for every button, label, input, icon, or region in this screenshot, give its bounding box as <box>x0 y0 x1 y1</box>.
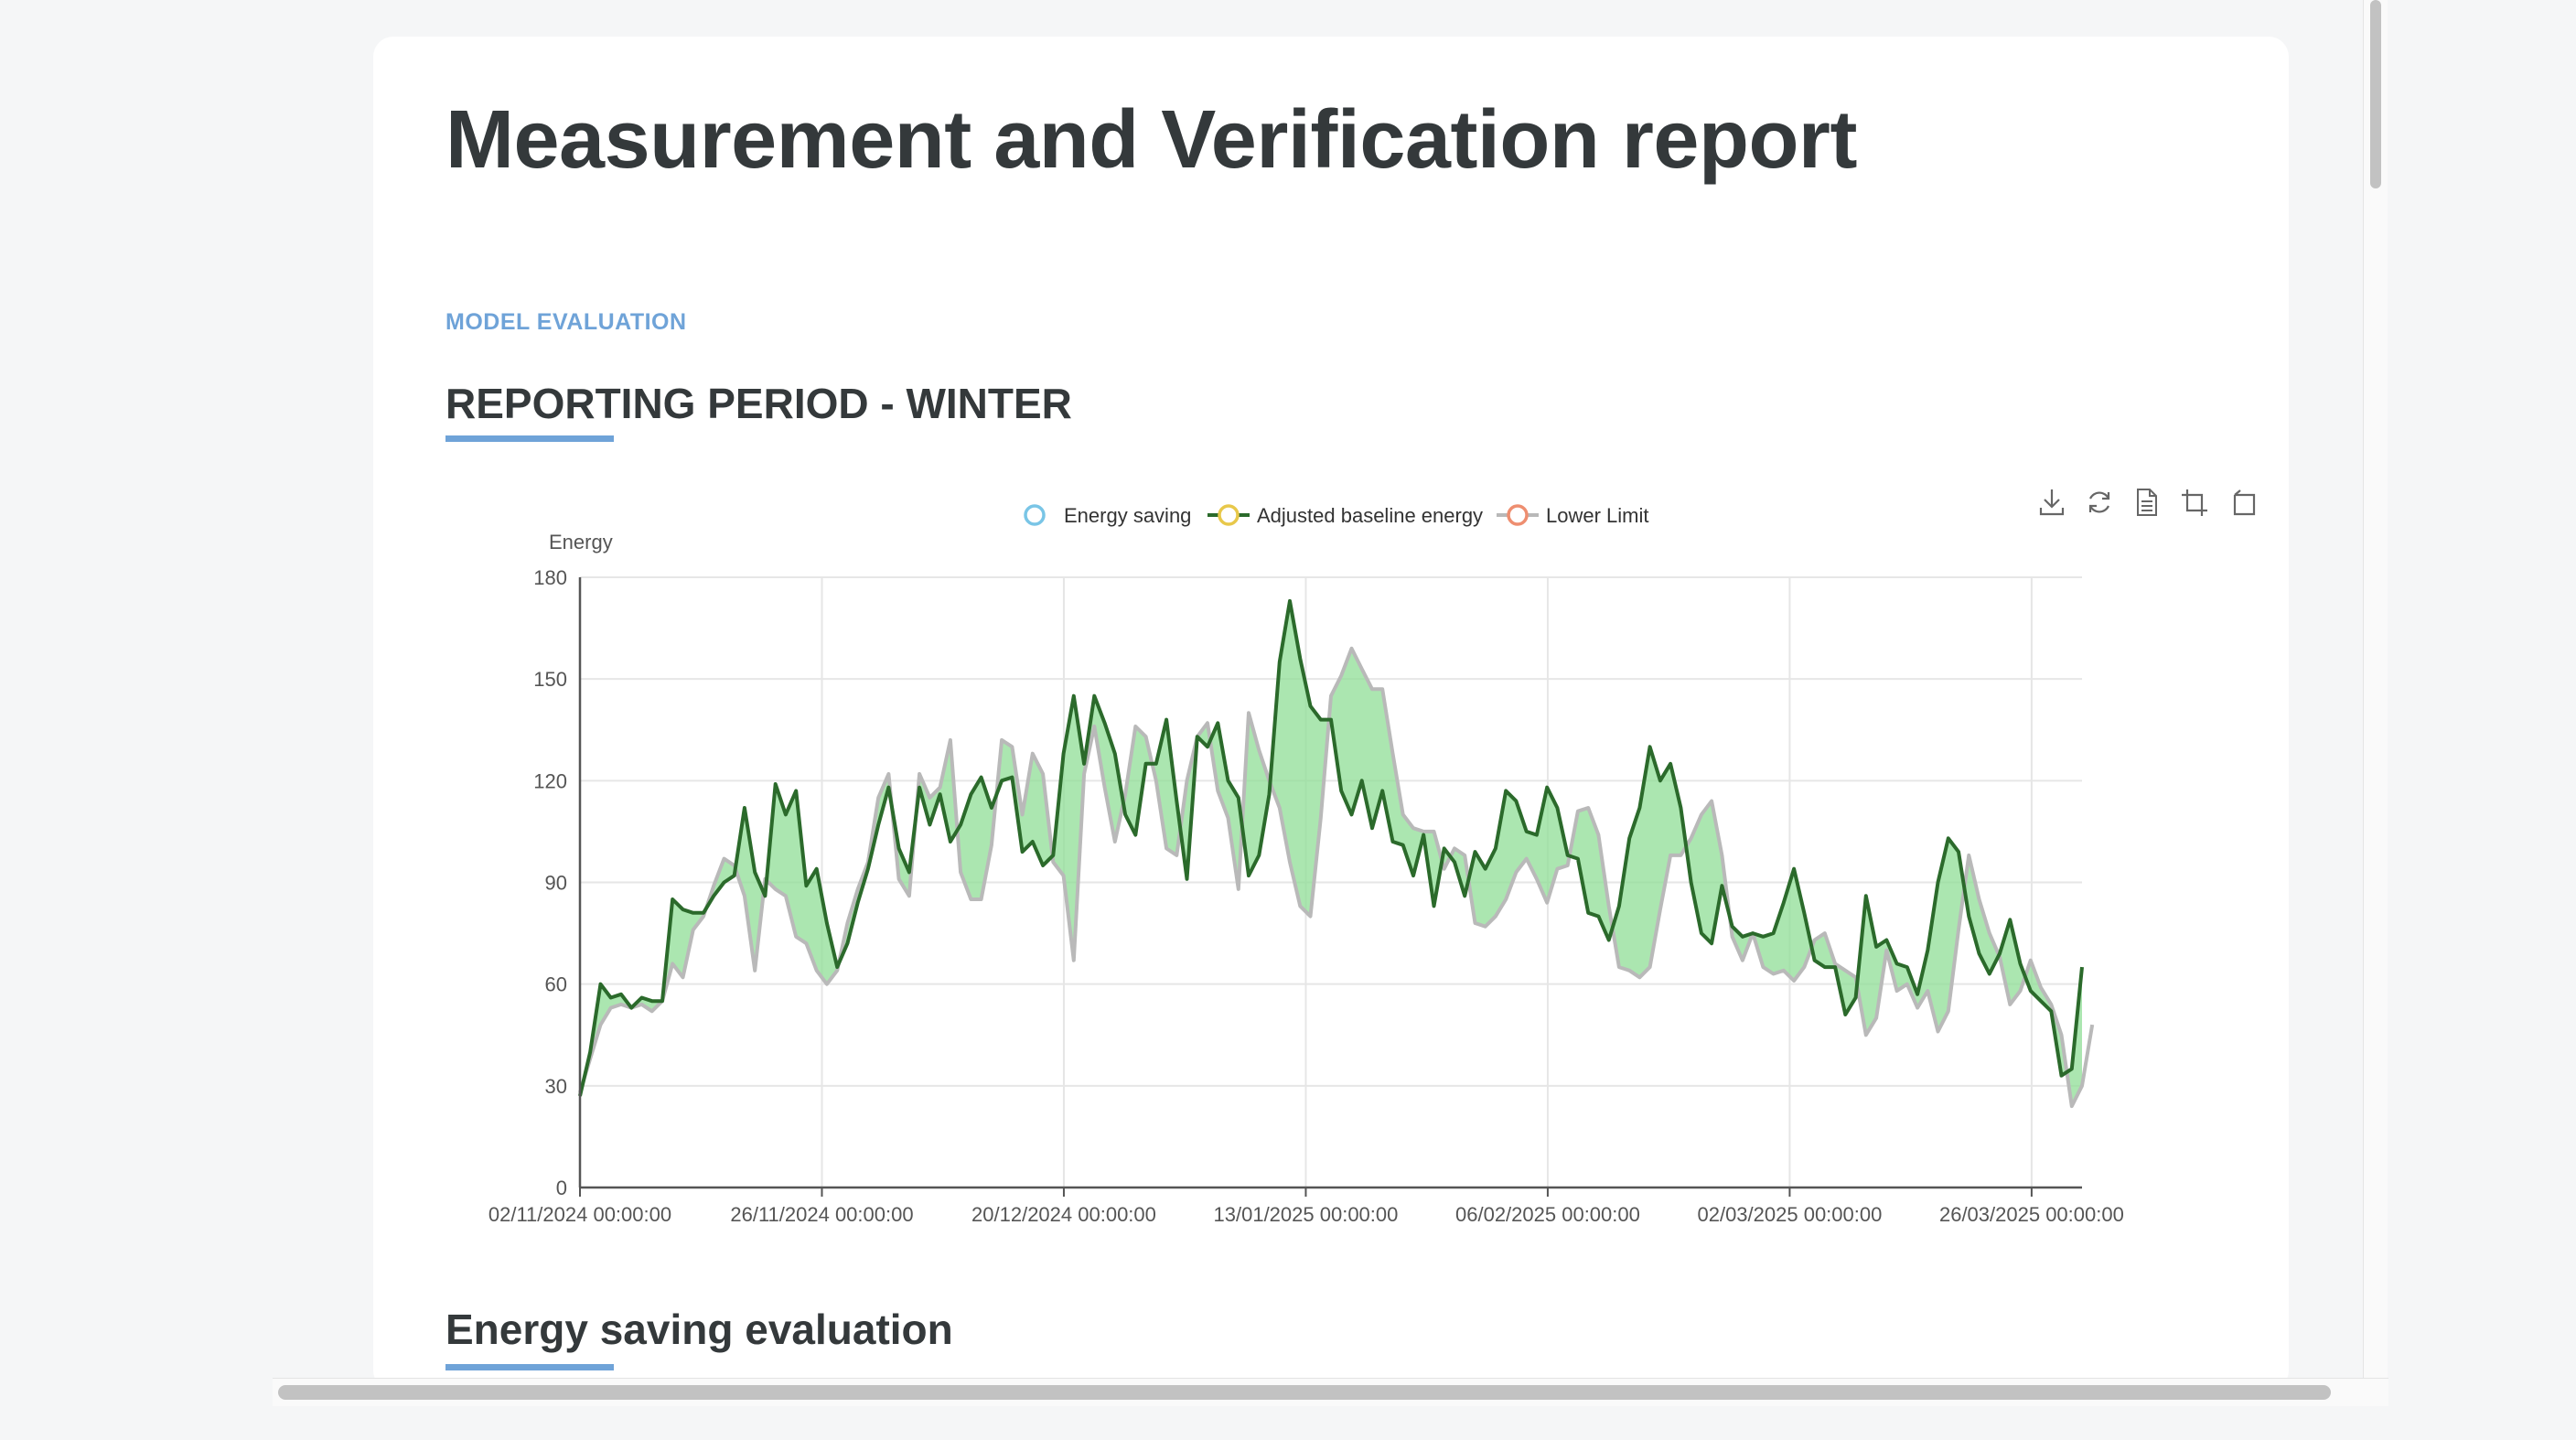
y-tick-label: 120 <box>533 769 567 792</box>
legend-item-energy-saving[interactable]: Energy saving <box>1024 504 1191 527</box>
x-tick-label: 06/02/2025 00:00:00 <box>1455 1203 1640 1226</box>
y-tick-label: 90 <box>545 872 567 895</box>
chart-grid <box>580 576 2082 1187</box>
energy-saving-evaluation-heading: Energy saving evaluation <box>445 1306 953 1353</box>
vertical-scrollbar[interactable] <box>2363 0 2388 1403</box>
x-tick-label: 26/11/2024 00:00:00 <box>730 1203 913 1226</box>
refresh-icon <box>2088 491 2110 513</box>
legend-label-adjusted-baseline: Adjusted baseline energy <box>1257 504 1483 527</box>
measured-series-line <box>578 598 2084 1097</box>
y-tick-label: 150 <box>533 668 567 691</box>
chart-axes: 0 30 60 90 120 150 180 02/11/2024 00:00:00 26/11… <box>488 566 2124 1226</box>
period-title-underline <box>445 435 614 442</box>
zoom-reset-button[interactable] <box>2228 487 2256 518</box>
legend-label-energy-saving: Energy saving <box>1064 504 1191 527</box>
download-icon <box>2039 489 2065 516</box>
data-view-button[interactable] <box>2133 487 2161 518</box>
page-title: Measurement and Verification report <box>445 94 1857 186</box>
energy-chart: 0 30 60 90 120 150 180 02/11/2024 00:00:00 26/11… <box>488 504 2124 1226</box>
y-tick-label: 60 <box>545 973 567 996</box>
baseline-series-line <box>578 646 2095 1109</box>
adjusted-baseline-legend-icon <box>1218 504 1240 526</box>
y-tick-label: 0 <box>556 1177 567 1199</box>
legend-item-adjusted-baseline[interactable]: Adjusted baseline energy <box>1208 504 1483 527</box>
chart-toolbox <box>2038 487 2256 518</box>
report-card: Measurement and Verification report MODE… <box>373 37 2289 1391</box>
chart-legend: Energy saving Adjusted baseline energy L… <box>1024 504 1648 527</box>
refresh-button[interactable] <box>2086 487 2113 518</box>
y-tick-label: 30 <box>545 1075 567 1098</box>
lower-limit-legend-icon <box>1507 504 1529 526</box>
data-view-icon <box>2137 489 2157 516</box>
section-title-underline <box>445 1364 614 1370</box>
energy-saving-legend-icon <box>1024 504 1046 526</box>
x-tick-label: 02/11/2024 00:00:00 <box>488 1203 671 1226</box>
zoom-button[interactable] <box>2181 487 2208 518</box>
zoom-reset-icon <box>2233 489 2256 516</box>
zoom-icon <box>2182 489 2207 516</box>
download-button[interactable] <box>2038 487 2066 518</box>
energy-saving-area <box>580 600 2082 1107</box>
vertical-scroll-thumb[interactable] <box>2370 0 2381 188</box>
x-tick-label: 20/12/2024 00:00:00 <box>971 1203 1156 1226</box>
section-kicker: MODEL EVALUATION <box>445 309 687 335</box>
x-tick-label: 26/03/2025 00:00:00 <box>1939 1203 2124 1226</box>
y-tick-label: 180 <box>533 566 567 589</box>
legend-item-lower-limit[interactable]: Lower Limit <box>1497 504 1648 527</box>
y-axis-label: Energy <box>549 531 613 553</box>
legend-label-lower-limit: Lower Limit <box>1546 504 1648 527</box>
x-tick-label: 02/03/2025 00:00:00 <box>1697 1203 1882 1226</box>
period-title: REPORTING PERIOD - WINTER <box>445 380 1072 427</box>
x-tick-label: 13/01/2025 00:00:00 <box>1214 1203 1399 1226</box>
horizontal-scroll-thumb[interactable] <box>278 1385 2331 1400</box>
